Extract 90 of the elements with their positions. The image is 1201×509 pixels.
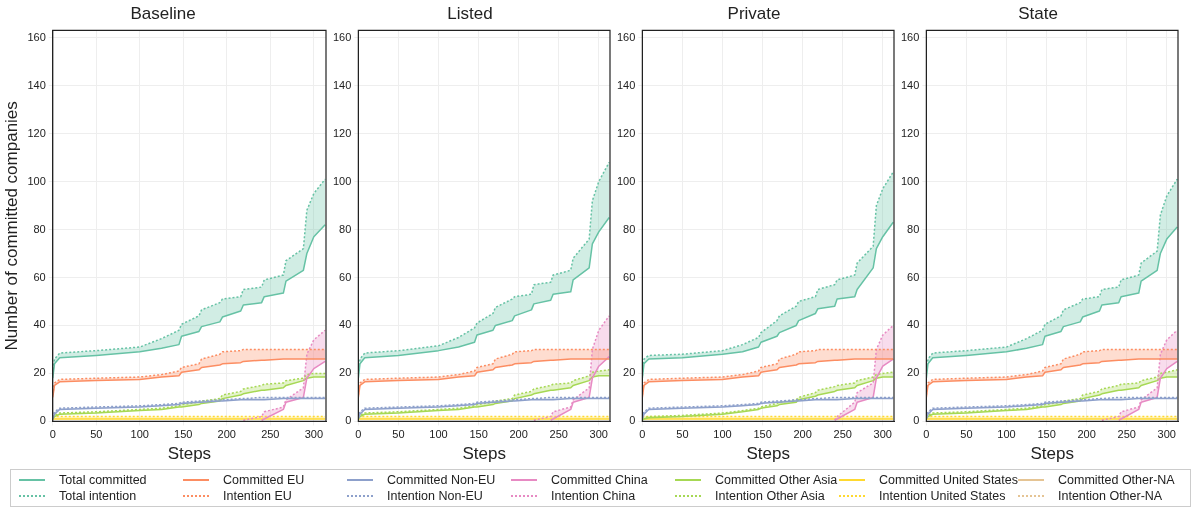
legend-label: Committed Other-NA <box>1057 473 1175 487</box>
chart-title: Baseline <box>130 3 196 23</box>
line-series <box>1101 329 1178 421</box>
x-tick-label: 0 <box>355 428 362 441</box>
y-tick-label: 0 <box>913 414 920 427</box>
x-tick-label: 300 <box>873 428 892 441</box>
y-tick-label: 0 <box>39 414 46 427</box>
y-axis-title: Number of committed companies <box>1 101 21 351</box>
x-tick-label: 250 <box>833 428 852 441</box>
y-tick-label: 140 <box>332 78 352 91</box>
y-tick-label: 120 <box>332 126 352 139</box>
y-tick-label: 160 <box>27 30 46 43</box>
y-tick-label: 160 <box>900 30 920 43</box>
y-tick-label: 60 <box>33 270 46 283</box>
y-tick-label: 80 <box>907 222 920 235</box>
legend-label: Intention Other Asia <box>715 489 825 503</box>
y-tick-label: 60 <box>907 270 920 283</box>
y-tick-label: 160 <box>616 30 636 43</box>
legend-label: Intention United States <box>879 489 1006 503</box>
chart-title: Private <box>727 3 781 23</box>
x-axis-title: Steps <box>462 444 506 464</box>
x-axis-title: Steps <box>1030 444 1074 464</box>
y-tick-label: 140 <box>616 78 636 91</box>
x-tick-label: 100 <box>713 428 732 441</box>
x-tick-label: 200 <box>793 428 812 441</box>
y-tick-label: 60 <box>339 270 352 283</box>
x-tick-label: 100 <box>130 428 149 441</box>
y-tick-label: 100 <box>900 174 920 187</box>
x-tick-label: 0 <box>49 428 56 441</box>
x-tick-label: 200 <box>217 428 236 441</box>
legend-label: Committed Other Asia <box>715 473 838 487</box>
legend-label: Intention Non-EU <box>387 489 483 503</box>
legend-label: Committed United States <box>879 473 1018 487</box>
x-tick-label: 100 <box>997 428 1016 441</box>
y-tick-label: 0 <box>629 414 636 427</box>
y-tick-label: 80 <box>33 222 46 235</box>
x-tick-label: 150 <box>1037 428 1056 441</box>
y-tick-label: 120 <box>900 126 920 139</box>
y-tick-label: 100 <box>616 174 636 187</box>
y-tick-label: 20 <box>339 366 352 379</box>
legend-label: Committed Non-EU <box>387 473 496 487</box>
x-tick-label: 150 <box>753 428 772 441</box>
x-tick-label: 250 <box>261 428 280 441</box>
x-tick-label: 150 <box>174 428 193 441</box>
x-tick-label: 300 <box>1157 428 1176 441</box>
y-tick-label: 120 <box>616 126 636 139</box>
x-axis-title: Steps <box>167 444 212 464</box>
chart-title: State <box>1018 3 1058 23</box>
x-tick-label: 300 <box>304 428 323 441</box>
line-series <box>533 315 610 421</box>
x-tick-label: 50 <box>90 428 103 441</box>
x-tick-label: 50 <box>960 428 973 441</box>
x-tick-label: 200 <box>1077 428 1096 441</box>
y-tick-label: 140 <box>27 78 46 91</box>
x-tick-label: 200 <box>509 428 528 441</box>
legend-label: Total intention <box>59 489 137 503</box>
x-tick-label: 250 <box>1117 428 1136 441</box>
x-tick-label: 50 <box>392 428 405 441</box>
y-tick-label: 100 <box>27 174 46 187</box>
y-tick-label: 60 <box>623 270 636 283</box>
x-tick-label: 0 <box>923 428 930 441</box>
legend-label: Intention Other-NA <box>1057 489 1163 503</box>
y-tick-label: 160 <box>332 30 352 43</box>
y-tick-label: 20 <box>33 366 46 379</box>
x-tick-label: 150 <box>469 428 488 441</box>
legend-label: Committed EU <box>223 473 305 487</box>
y-tick-label: 140 <box>900 78 920 91</box>
y-tick-label: 40 <box>907 318 920 331</box>
y-tick-label: 40 <box>33 318 46 331</box>
y-tick-label: 80 <box>623 222 636 235</box>
x-tick-label: 300 <box>589 428 608 441</box>
y-tick-label: 0 <box>345 414 352 427</box>
x-tick-label: 100 <box>429 428 448 441</box>
x-tick-label: 250 <box>549 428 568 441</box>
y-tick-label: 120 <box>27 126 46 139</box>
legend-label: Committed China <box>551 473 648 487</box>
x-tick-label: 50 <box>676 428 689 441</box>
line-series <box>242 329 326 421</box>
chart-title: Listed <box>447 3 493 23</box>
x-axis-title: Steps <box>746 444 790 464</box>
y-tick-label: 100 <box>332 174 352 187</box>
y-tick-label: 40 <box>623 318 636 331</box>
y-tick-label: 20 <box>907 366 920 379</box>
y-tick-label: 20 <box>623 366 636 379</box>
x-tick-label: 0 <box>639 428 646 441</box>
legend-label: Total committed <box>59 473 147 487</box>
legend-label: Intention EU <box>223 489 292 503</box>
legend-label: Intention China <box>551 489 636 503</box>
y-tick-label: 80 <box>339 222 352 235</box>
y-tick-label: 40 <box>339 318 352 331</box>
